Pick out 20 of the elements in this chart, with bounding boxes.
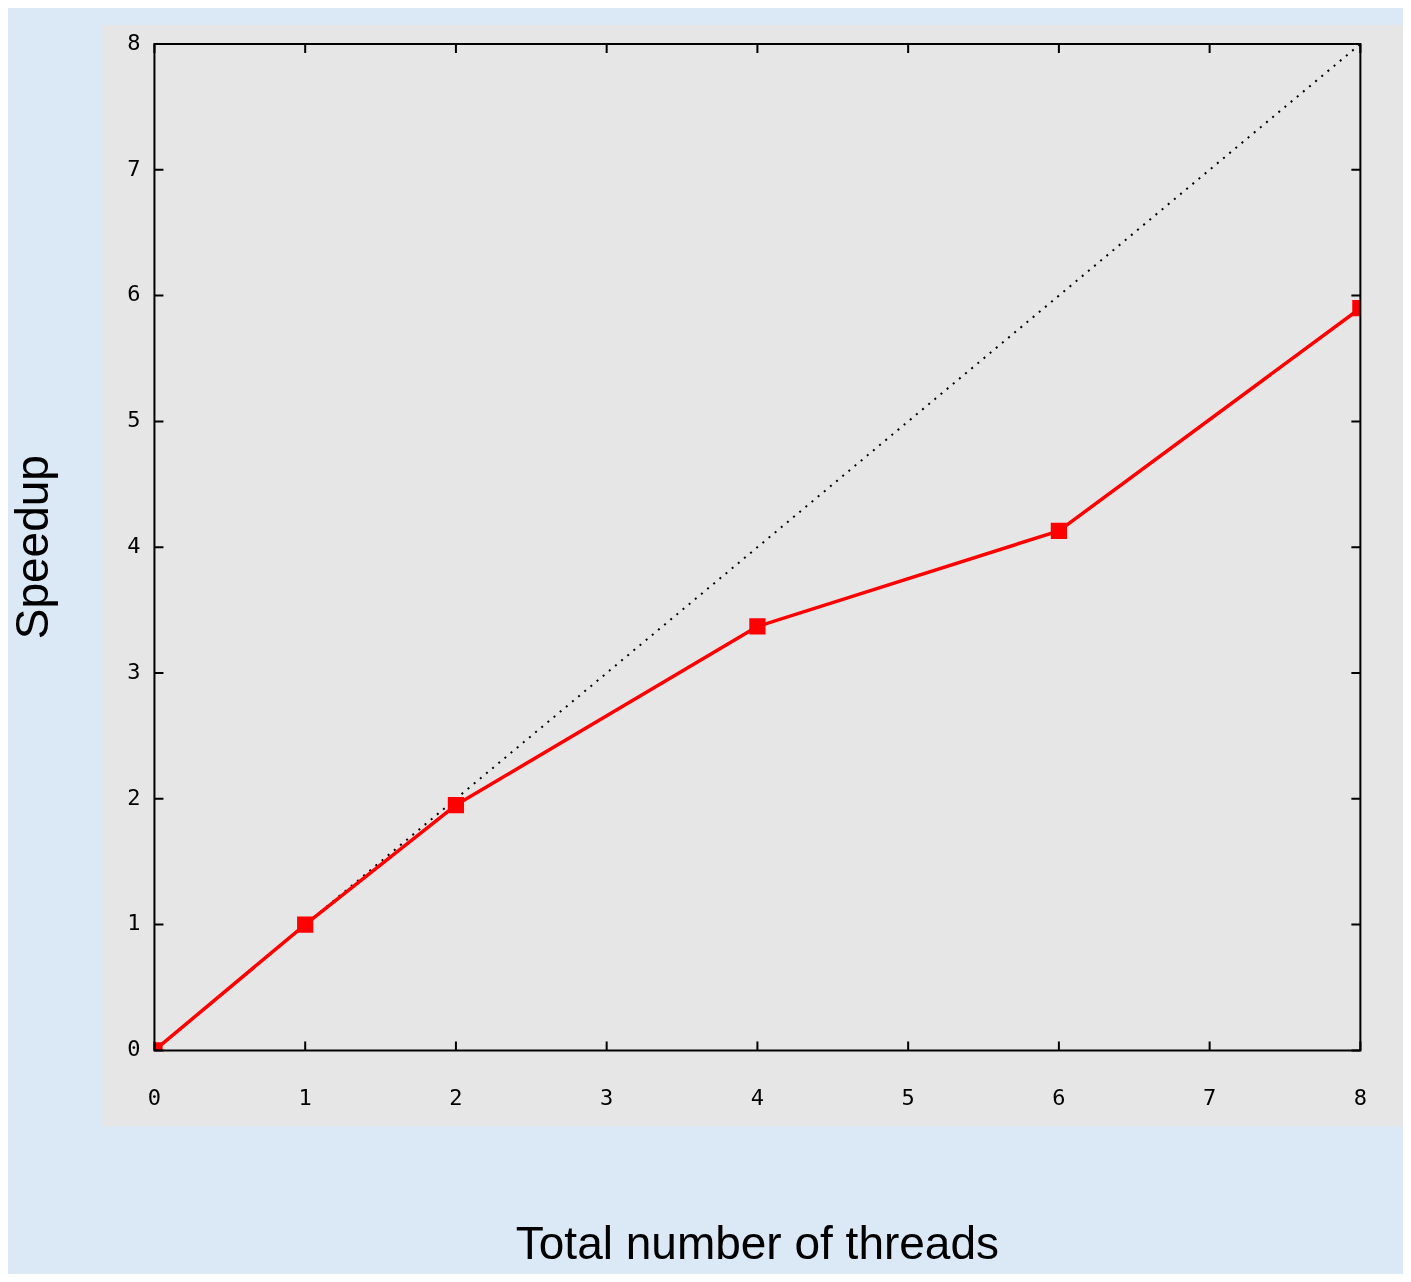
y-tick-label: 6 (127, 281, 141, 307)
x-tick-label: 0 (147, 1085, 162, 1111)
y-tick-label: 5 (127, 407, 141, 433)
y-axis-title: Speedup (6, 455, 59, 640)
x-tick-label: 2 (449, 1085, 463, 1111)
y-tick-label: 2 (127, 784, 141, 810)
x-tick-label: 8 (1353, 1085, 1367, 1111)
x-tick-label: 6 (1052, 1085, 1066, 1111)
x-tick-label: 7 (1203, 1085, 1217, 1111)
y-tick-label: 0 (127, 1036, 141, 1062)
y-tick-label: 4 (127, 532, 141, 558)
y-tick-label: 7 (127, 155, 141, 181)
y-tick-label: 8 (127, 29, 141, 55)
x-tick-label: 4 (750, 1085, 765, 1111)
y-tick-label: 3 (127, 658, 141, 684)
x-tick-label: 5 (901, 1085, 915, 1111)
x-tick-label: 1 (298, 1085, 312, 1111)
y-tick-label: 1 (127, 910, 141, 936)
x-tick-label: 3 (600, 1085, 614, 1111)
x-axis-title: Total number of threads (515, 1217, 1000, 1270)
